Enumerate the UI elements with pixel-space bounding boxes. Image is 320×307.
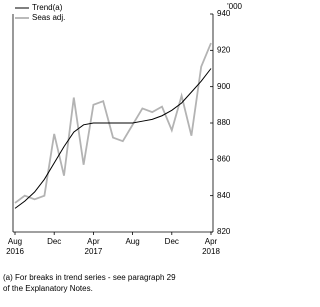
y-tick-label: 940	[217, 9, 231, 18]
x-tick-label: Apr	[87, 237, 100, 246]
x-tick-label: Dec	[47, 237, 61, 246]
x-tick-label: Aug	[125, 237, 139, 246]
y-tick-label: 880	[217, 118, 231, 127]
y-tick-label: 920	[217, 45, 231, 54]
legend-label: Trend(a)	[32, 3, 63, 12]
y-tick-label: 820	[217, 227, 231, 236]
x-year-label: 2017	[85, 247, 103, 256]
series-line	[14, 42, 212, 204]
footnote: of the Explanatory Notes.	[3, 284, 93, 293]
x-tick-label: Apr	[205, 237, 218, 246]
x-tick-label: Aug	[8, 237, 22, 246]
y-tick-label: 860	[217, 154, 231, 163]
legend-label: Seas adj.	[32, 13, 65, 22]
y-tick-label: 900	[217, 82, 231, 91]
x-year-label: 2018	[202, 247, 220, 256]
x-tick-label: Dec	[165, 237, 179, 246]
unit-label: '000	[227, 2, 242, 11]
series-line	[14, 68, 212, 209]
y-tick-label: 840	[217, 191, 231, 200]
chart: '000 (a) For breaks in trend series - se…	[3, 2, 243, 293]
x-year-label: 2016	[6, 247, 24, 256]
footnote: (a) For breaks in trend series - see par…	[3, 273, 176, 282]
